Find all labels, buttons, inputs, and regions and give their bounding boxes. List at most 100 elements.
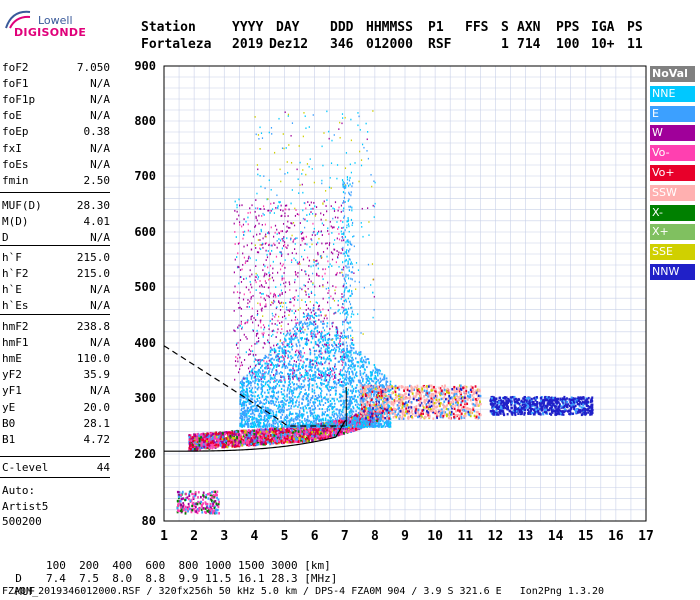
echo-point bbox=[324, 411, 326, 414]
echo-point bbox=[286, 393, 288, 396]
echo-point bbox=[321, 421, 324, 424]
echo-point bbox=[261, 441, 264, 444]
echo-point bbox=[334, 352, 336, 355]
echo-point bbox=[288, 401, 290, 404]
echo-point bbox=[295, 343, 298, 346]
echo-point bbox=[379, 420, 382, 423]
echo-point bbox=[272, 441, 275, 445]
echo-point bbox=[242, 439, 245, 442]
echo-point bbox=[352, 343, 355, 346]
echo-point bbox=[332, 428, 335, 432]
echo-point bbox=[196, 448, 199, 451]
echo-point bbox=[301, 336, 303, 339]
echo-point bbox=[262, 402, 264, 405]
echo-point bbox=[255, 373, 257, 376]
echo-point bbox=[338, 400, 340, 403]
echo-point bbox=[289, 378, 291, 381]
x-tick-label: 10 bbox=[427, 529, 443, 544]
echo-point bbox=[281, 347, 283, 350]
echo-point bbox=[236, 443, 239, 446]
echo-point bbox=[284, 367, 287, 370]
echo-point bbox=[262, 380, 265, 383]
echo-point bbox=[311, 335, 314, 338]
echo-point bbox=[308, 365, 310, 368]
echo-point bbox=[282, 393, 285, 396]
param-row-yf2: yF2 35.9 bbox=[2, 368, 110, 382]
echo-point bbox=[241, 386, 244, 389]
echo-point bbox=[304, 429, 307, 433]
echo-point bbox=[273, 427, 276, 431]
echo-point bbox=[251, 437, 254, 440]
echo-point bbox=[274, 422, 277, 425]
echo-point bbox=[269, 408, 272, 411]
echo-point bbox=[352, 390, 355, 393]
echo-point bbox=[346, 344, 348, 347]
echo-point bbox=[257, 410, 259, 413]
echo-point bbox=[274, 425, 277, 428]
auto-scaling-line1: Auto: bbox=[2, 484, 36, 497]
echo-point bbox=[198, 434, 201, 438]
echo-point bbox=[245, 433, 248, 437]
echo-point bbox=[274, 430, 276, 434]
echo-point bbox=[263, 398, 265, 401]
echo-point bbox=[312, 420, 315, 423]
echo-point bbox=[281, 393, 283, 396]
echo-point bbox=[290, 396, 293, 399]
echo-point bbox=[227, 437, 230, 441]
echo-point bbox=[377, 424, 380, 427]
echo-point bbox=[207, 432, 209, 436]
echo-point bbox=[295, 431, 298, 435]
param-value: 44 bbox=[96, 461, 110, 474]
echo-point bbox=[291, 438, 294, 441]
echo-point bbox=[270, 360, 272, 363]
echo-point bbox=[278, 347, 281, 350]
echo-point bbox=[276, 363, 279, 366]
echo-point bbox=[267, 383, 269, 386]
echo-point bbox=[280, 387, 283, 390]
echo-point bbox=[333, 385, 336, 388]
echo-point bbox=[225, 437, 228, 440]
echo-point bbox=[283, 398, 286, 401]
echo-point bbox=[360, 376, 363, 379]
echo-point bbox=[201, 439, 204, 442]
echo-point bbox=[198, 440, 201, 443]
echo-point bbox=[249, 436, 252, 439]
echo-point bbox=[333, 413, 336, 416]
echo-point bbox=[354, 416, 356, 419]
echo-point bbox=[260, 425, 262, 428]
echo-point bbox=[334, 434, 337, 437]
param-row-fxi: fxI N/A bbox=[2, 142, 110, 156]
echo-point bbox=[219, 444, 222, 447]
echo-point bbox=[363, 371, 366, 374]
echo-point bbox=[325, 373, 327, 376]
echo-point bbox=[282, 438, 285, 442]
echo-point bbox=[300, 383, 303, 386]
echo-point bbox=[312, 346, 315, 349]
echo-point bbox=[319, 381, 322, 384]
echo-point bbox=[199, 433, 202, 436]
echo-point bbox=[299, 326, 301, 329]
echo-point bbox=[246, 437, 249, 440]
echo-point bbox=[283, 441, 285, 444]
param-row-hmf1: hmF1 N/A bbox=[2, 336, 110, 350]
echo-point bbox=[250, 413, 252, 416]
echo-point bbox=[191, 436, 194, 439]
echo-point bbox=[245, 439, 247, 443]
echo-point bbox=[277, 432, 280, 435]
y-tick-label: 500 bbox=[134, 280, 156, 294]
echo-point bbox=[349, 420, 352, 423]
echo-point bbox=[301, 433, 303, 437]
echo-point bbox=[241, 440, 244, 443]
echo-point bbox=[365, 381, 368, 384]
echo-point bbox=[286, 408, 288, 411]
echo-point bbox=[270, 354, 272, 357]
echo-point bbox=[306, 411, 308, 414]
echo-point bbox=[383, 423, 386, 426]
echo-point bbox=[320, 378, 323, 381]
echo-point bbox=[249, 415, 252, 418]
echo-point bbox=[296, 438, 299, 441]
echo-point bbox=[276, 370, 278, 373]
echo-point bbox=[257, 429, 260, 432]
echo-point bbox=[334, 334, 336, 337]
echo-point bbox=[297, 358, 300, 361]
